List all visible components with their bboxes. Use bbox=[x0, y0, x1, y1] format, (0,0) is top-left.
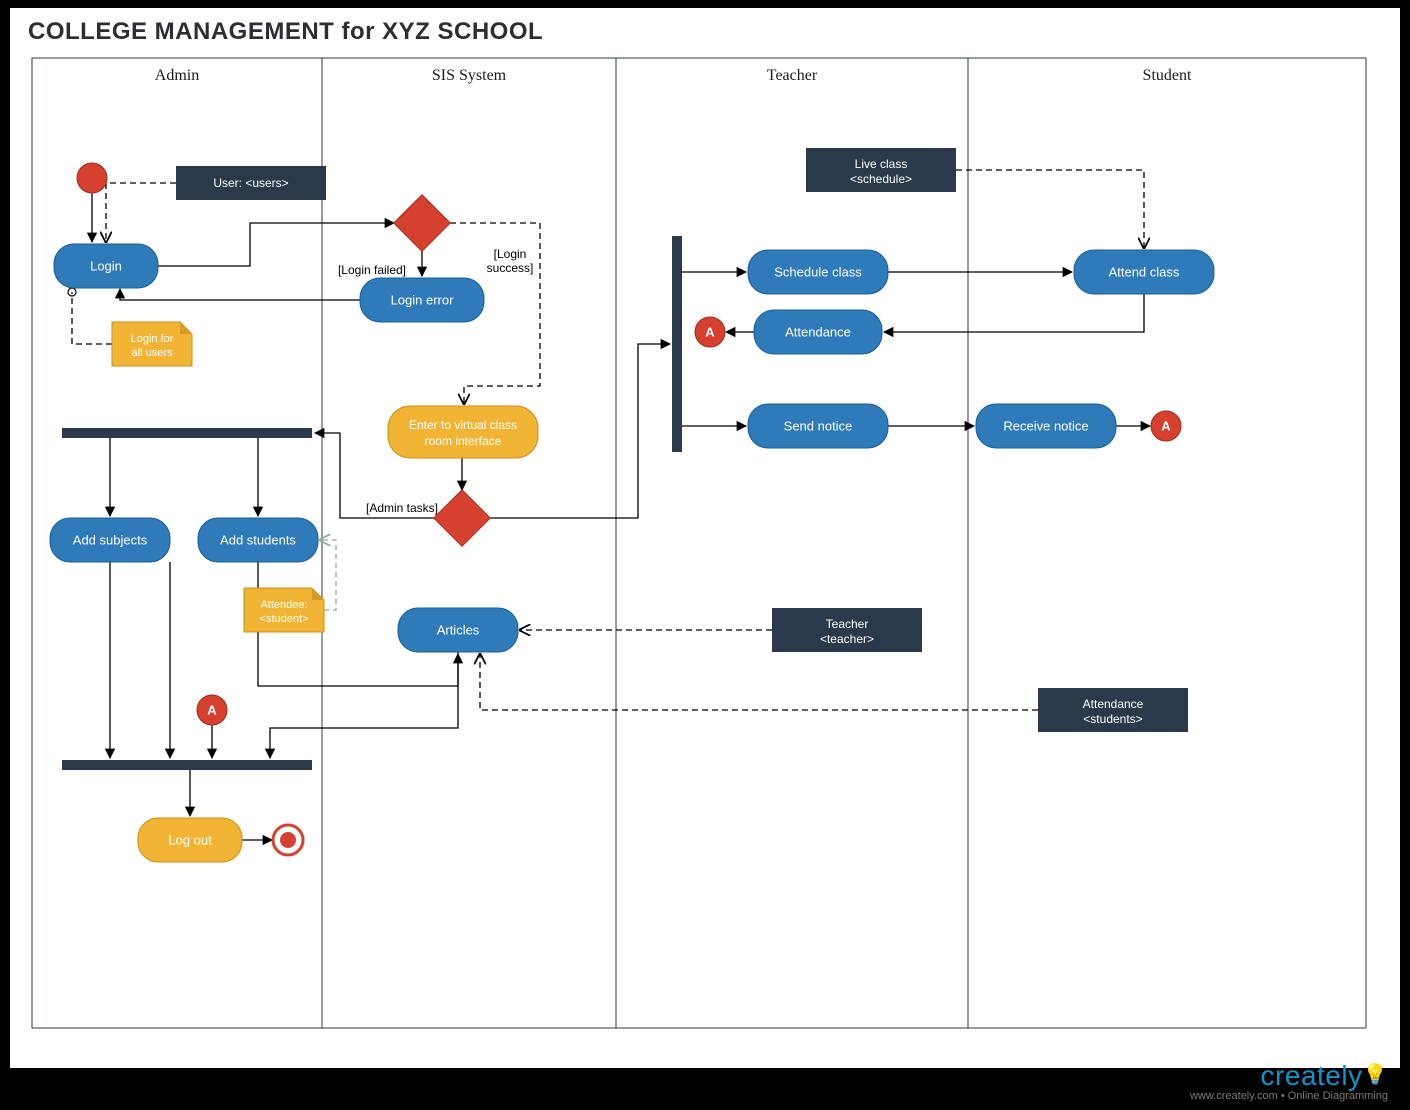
lightbulb-icon: 💡 bbox=[1363, 1064, 1388, 1086]
edge-note-login bbox=[72, 292, 112, 344]
label-attend-class: Attend class bbox=[1109, 264, 1180, 279]
object-teacher-1: Teacher bbox=[826, 617, 869, 631]
connector-a-admin-label: A bbox=[207, 702, 217, 717]
label-schedule-class: Schedule class bbox=[774, 264, 862, 279]
lane-label-sis: SIS System bbox=[432, 67, 507, 84]
diagram-page: COLLEGE MANAGEMENT for XYZ SCHOOL bbox=[0, 0, 1410, 1110]
guard-login-failed: [Login failed] bbox=[338, 263, 406, 277]
object-user-label: User: <users> bbox=[213, 176, 288, 190]
edge-attend-attendance bbox=[884, 294, 1144, 332]
object-attendance-2: <students> bbox=[1083, 712, 1142, 726]
note-login-2: all users bbox=[132, 347, 173, 359]
edge-objattend-articles bbox=[480, 654, 1038, 710]
fork-bar-teacher bbox=[672, 236, 682, 452]
note-login-1: Login for bbox=[131, 333, 174, 345]
object-teacher-2: <teacher> bbox=[820, 632, 874, 646]
note-attendee-2: <student> bbox=[260, 613, 309, 625]
object-live-2: <schedule> bbox=[850, 172, 912, 186]
lane-label-teacher: Teacher bbox=[767, 67, 818, 84]
activity-diagram-svg: Admin SIS System Teacher Student [Login … bbox=[10, 8, 1400, 1068]
connector-a-student-label: A bbox=[1161, 418, 1171, 433]
join-bar-admin bbox=[62, 760, 312, 770]
guard-login-success-2: success] bbox=[487, 261, 534, 275]
label-enter-vc-1: Enter to virtual class bbox=[409, 418, 517, 432]
label-receive-notice: Receive notice bbox=[1003, 418, 1088, 433]
lane-student bbox=[968, 58, 1366, 1028]
fork-bar-admin bbox=[62, 428, 312, 438]
edge-objlive-attend bbox=[956, 170, 1144, 248]
lane-label-admin: Admin bbox=[155, 67, 199, 84]
object-live-1: Live class bbox=[855, 157, 908, 171]
edge-login-decision bbox=[158, 223, 394, 266]
edges: [Login failed] [Login success] [Admin ta… bbox=[68, 170, 1150, 840]
edge-loginerror-login bbox=[120, 289, 360, 300]
note-attendee: Attendee: <student> bbox=[244, 588, 324, 632]
footer-logo: creately💡 www.creately.com • Online Diag… bbox=[1190, 1060, 1388, 1102]
page-title: COLLEGE MANAGEMENT for XYZ SCHOOL bbox=[28, 18, 543, 46]
label-enter-vc-2: room interface bbox=[425, 434, 502, 448]
label-add-subjects: Add subjects bbox=[73, 532, 148, 547]
label-login: Login bbox=[90, 258, 122, 273]
end-node-dot bbox=[280, 832, 296, 848]
diagram-canvas: COLLEGE MANAGEMENT for XYZ SCHOOL bbox=[10, 8, 1400, 1068]
footer-subtitle: www.creately.com • Online Diagramming bbox=[1190, 1090, 1388, 1102]
label-articles: Articles bbox=[437, 622, 480, 637]
edge-articles-join bbox=[270, 652, 458, 758]
label-add-students: Add students bbox=[220, 532, 296, 547]
label-attendance: Attendance bbox=[785, 324, 851, 339]
lane-sis bbox=[322, 58, 616, 1028]
guard-admin-tasks: [Admin tasks] bbox=[366, 501, 438, 515]
connector-a-teacher-label: A bbox=[705, 324, 715, 339]
decision-2 bbox=[434, 490, 491, 547]
lane-teacher bbox=[616, 58, 968, 1028]
guard-login-success-1: [Login bbox=[494, 247, 527, 261]
lane-label-student: Student bbox=[1143, 67, 1192, 84]
note-login: Login for all users bbox=[112, 322, 192, 366]
start-node bbox=[77, 163, 107, 193]
label-send-notice: Send notice bbox=[784, 418, 853, 433]
decision-1 bbox=[394, 195, 451, 252]
note-attendee-1: Attendee: bbox=[260, 599, 307, 611]
label-login-error: Login error bbox=[391, 292, 455, 307]
footer-brand: creately💡 bbox=[1190, 1060, 1388, 1092]
edge-objuser-login bbox=[106, 183, 176, 242]
label-logout: Log out bbox=[168, 832, 212, 847]
object-attendance-1: Attendance bbox=[1083, 697, 1144, 711]
nodes: Login Login error Enter to virtual class… bbox=[50, 148, 1214, 862]
